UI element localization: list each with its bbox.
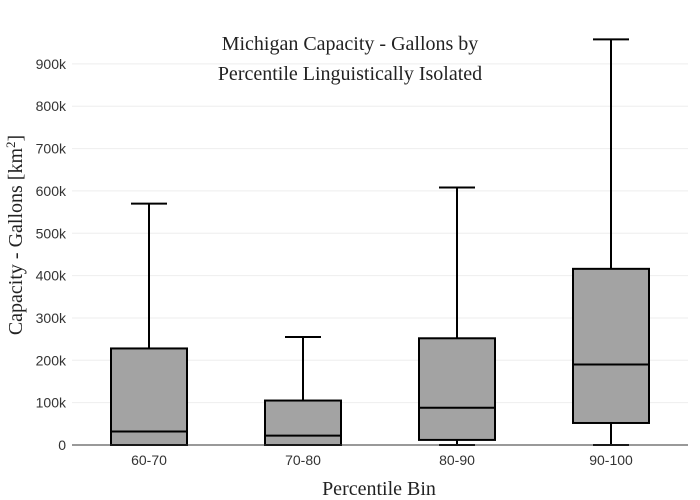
- y-tick-label: 500k: [36, 225, 67, 241]
- y-tick-label: 600k: [36, 183, 67, 199]
- y-axis-label-superscript: 2: [3, 141, 18, 148]
- box-layer: [110, 38, 650, 446]
- axis-layer: 0 100k 200k 300k 400k 500k 600k 700k 800k 900k 60-…: [36, 56, 688, 468]
- y-tick-label: 0: [58, 437, 66, 453]
- y-tick-label: 900k: [36, 56, 67, 72]
- x-axis-label: Percentile Bin: [322, 478, 436, 500]
- y-axis-label-close: ]: [5, 135, 27, 142]
- box-90-100: [572, 38, 650, 446]
- y-tick-label: 300k: [36, 310, 67, 326]
- chart-title-line-2: Percentile Linguistically Isolated: [218, 63, 482, 85]
- y-axis-label: Capacity - Gallons [km2]: [3, 135, 28, 335]
- box-80-90: [418, 186, 496, 446]
- x-tick-label: 60-70: [131, 452, 167, 468]
- y-tick-label: 800k: [36, 98, 67, 114]
- x-tick-label: 70-80: [285, 452, 321, 468]
- chart-title-line-1: Michigan Capacity - Gallons by: [222, 33, 479, 55]
- x-tick-label: 90-100: [589, 452, 633, 468]
- y-tick-label: 400k: [36, 268, 67, 284]
- y-tick-label: 100k: [36, 395, 67, 411]
- iqr-box: [572, 267, 650, 424]
- y-tick-label: 200k: [36, 352, 67, 368]
- box-60-70: [110, 202, 188, 446]
- iqr-box: [418, 337, 496, 441]
- x-tick-label: 80-90: [439, 452, 475, 468]
- y-axis-label-main: Capacity - Gallons [km: [5, 148, 27, 336]
- iqr-box: [264, 399, 342, 446]
- box-70-80: [264, 336, 342, 446]
- y-tick-label: 700k: [36, 141, 67, 157]
- iqr-box: [110, 347, 188, 446]
